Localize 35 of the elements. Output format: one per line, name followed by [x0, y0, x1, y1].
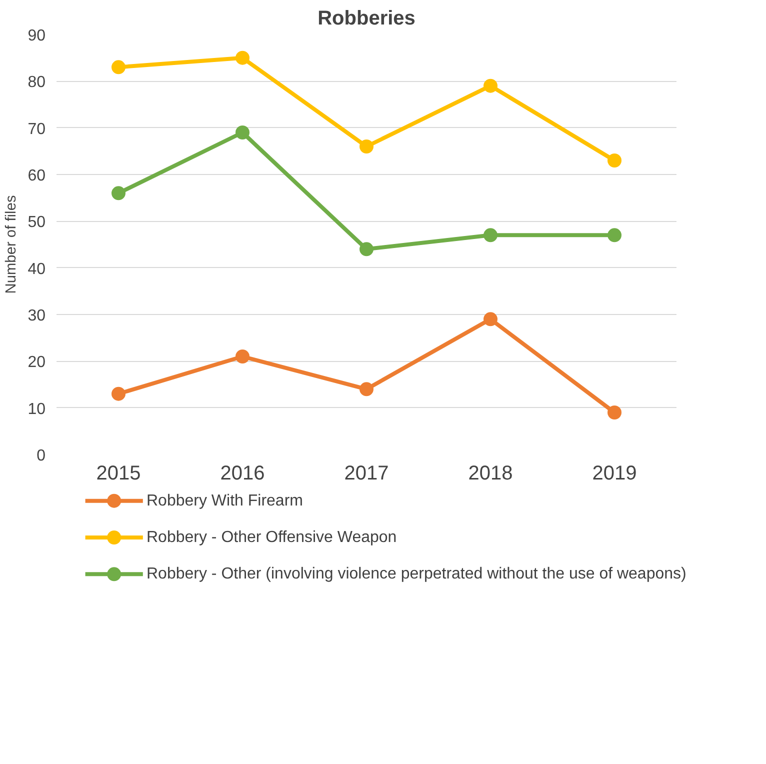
point — [608, 406, 622, 420]
point — [112, 186, 126, 200]
y-tick-label: 90 — [28, 28, 46, 44]
point — [608, 154, 622, 168]
y-tick-label: 70 — [28, 120, 46, 138]
chart-title: Robberies — [318, 8, 416, 30]
y-tick-label: 20 — [28, 354, 46, 372]
legend-label: Robbery With Firearm — [146, 492, 303, 510]
legend-label: Robbery - Other (involving violence perpetrated without the use of weapons) — [146, 566, 686, 583]
point — [112, 386, 126, 401]
x-tick-label: 2017 — [344, 462, 389, 484]
x-tick-label: 2019 — [592, 462, 637, 484]
y-axis-title: Number of files — [4, 195, 20, 294]
point — [608, 228, 622, 242]
y-tick-label: 80 — [28, 74, 46, 92]
point — [236, 350, 250, 364]
point — [484, 78, 498, 93]
y-tick-label: 10 — [28, 400, 46, 418]
y-tick-label: 50 — [28, 214, 46, 232]
x-tick-label: 2015 — [96, 462, 141, 484]
point — [360, 242, 374, 256]
point — [236, 126, 250, 140]
point — [236, 50, 250, 65]
point — [112, 60, 126, 74]
point — [484, 228, 498, 242]
point — [360, 382, 374, 396]
x-tick-label: 2016 — [220, 462, 265, 484]
legend-label: Robbery - Other Offensive Weapon — [146, 529, 397, 546]
point — [484, 312, 498, 326]
x-tick-label: 2018 — [468, 462, 513, 484]
y-tick-label: 30 — [28, 308, 46, 324]
y-tick-label: 0 — [36, 448, 46, 464]
y-tick-label: 40 — [28, 260, 46, 278]
y-tick-label: 60 — [28, 168, 46, 184]
point — [360, 140, 374, 154]
